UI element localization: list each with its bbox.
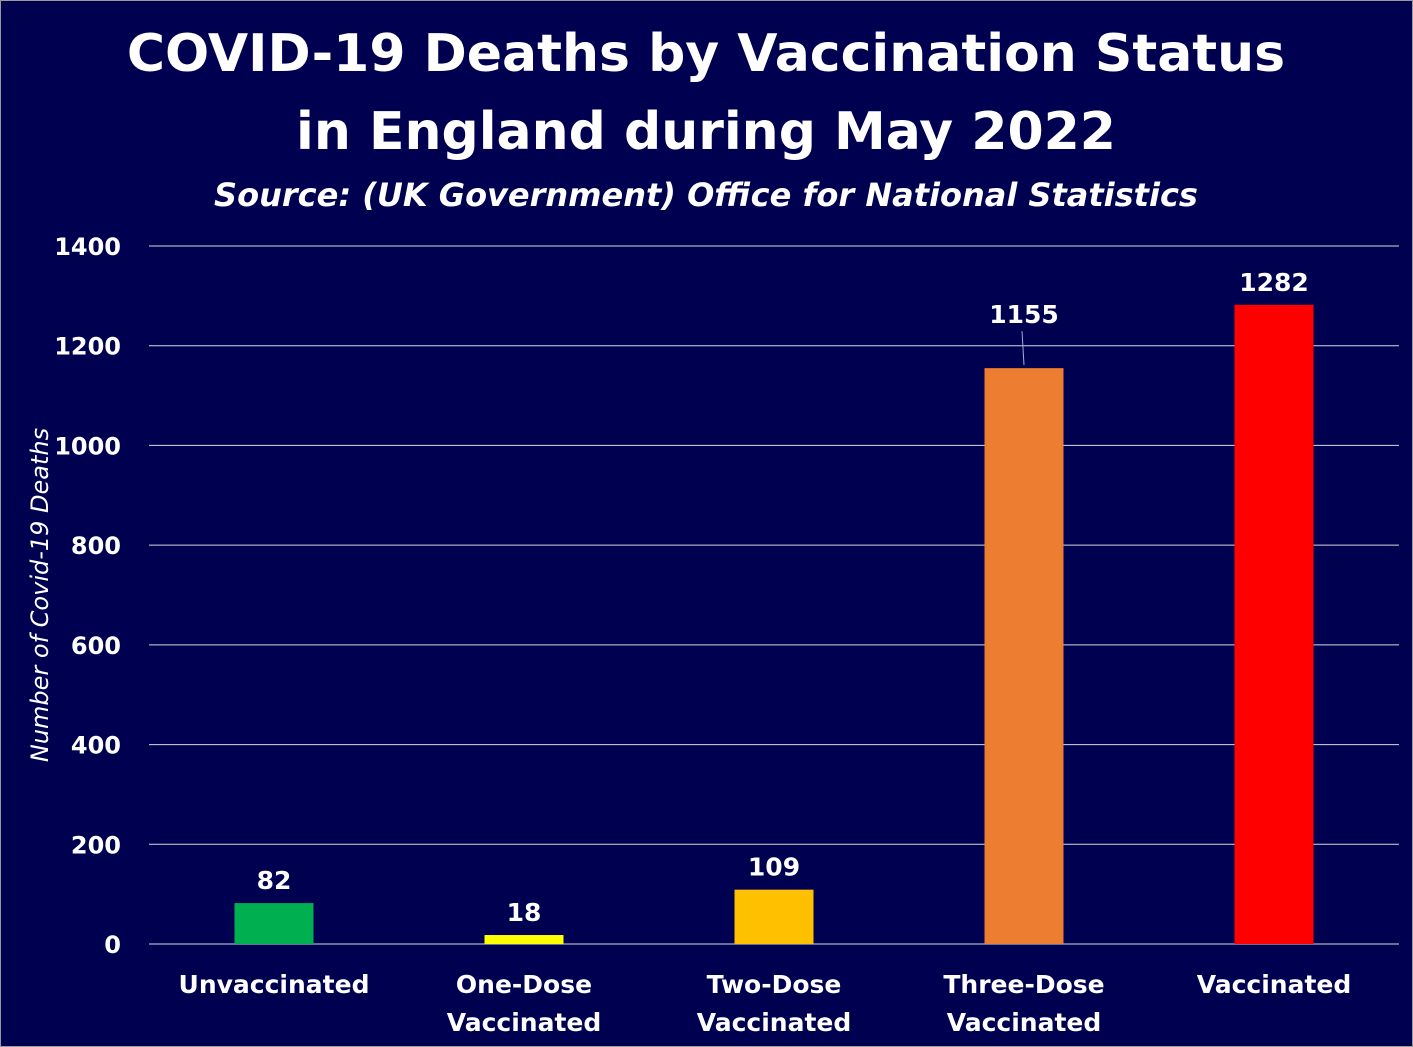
x-category-label: One-Dose [456, 970, 592, 999]
x-category-label: Three-Dose [943, 970, 1104, 999]
y-tick-label: 0 [104, 931, 121, 959]
data-label: 1282 [1239, 268, 1309, 297]
y-tick-label: 600 [71, 632, 121, 660]
data-label: 1155 [989, 300, 1059, 329]
gridlines [149, 245, 1399, 945]
x-category-label: Vaccinated [1197, 970, 1352, 999]
y-tick-label: 1000 [54, 432, 121, 460]
x-category-label: Unvaccinated [179, 970, 370, 999]
x-axis-categories: Unvaccinated One-Dose Vaccinated Two-Dose Va… [179, 970, 1352, 1037]
data-labels: 82 18 109 1155 1282 [257, 268, 1309, 927]
bars [234, 304, 1314, 944]
x-category-label: Vaccinated [447, 1008, 602, 1037]
x-category-label: Two-Dose [707, 970, 842, 999]
bar [484, 935, 564, 944]
bar [1234, 304, 1314, 944]
y-tick-label: 400 [71, 732, 121, 760]
y-tick-label: 200 [71, 831, 121, 859]
y-axis-label: Number of Covid-19 Deaths [26, 428, 54, 762]
y-tick-label: 800 [71, 532, 121, 560]
bar [984, 368, 1064, 944]
chart-subtitle: Source: (UK Government) Office for Natio… [214, 176, 1198, 214]
bar [234, 903, 314, 944]
data-label-leader-line [1021, 331, 1025, 366]
x-category-label: Vaccinated [697, 1008, 852, 1037]
data-label: 82 [257, 866, 292, 895]
chart-title-line-1: COVID-19 Deaths by Vaccination Status [127, 24, 1285, 84]
data-label: 18 [507, 898, 542, 927]
x-category-label: Vaccinated [947, 1008, 1102, 1037]
y-tick-label: 1400 [54, 233, 121, 261]
chart-title-line-2: in England during May 2022 [296, 102, 1116, 162]
bar [734, 889, 814, 944]
data-label: 109 [748, 853, 800, 882]
y-tick-label: 1200 [54, 333, 121, 361]
y-axis-ticks: 0 200 400 600 800 1000 1200 1400 [54, 233, 121, 959]
